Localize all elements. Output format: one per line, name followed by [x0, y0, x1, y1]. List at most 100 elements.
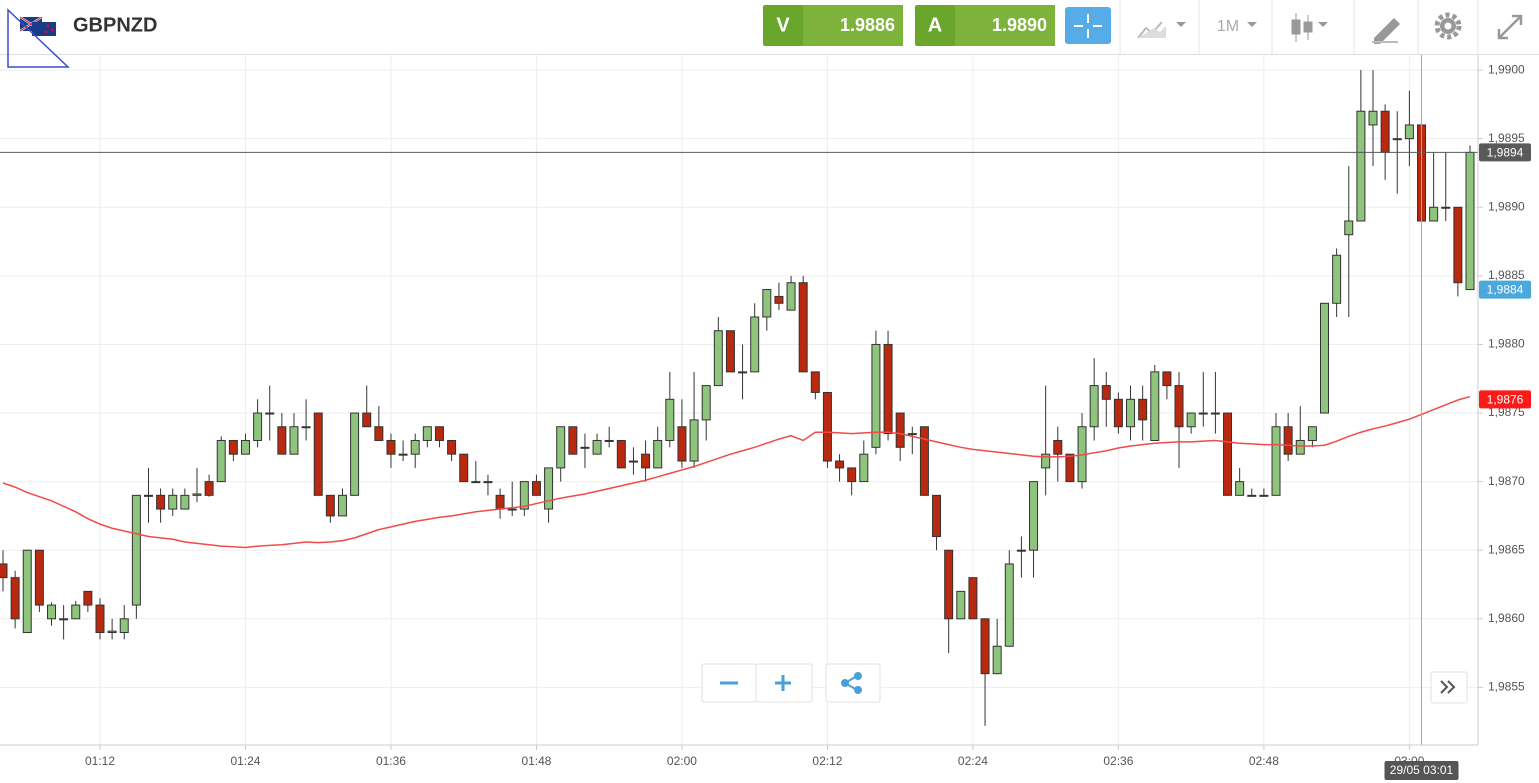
candle-body — [313, 412, 323, 496]
candle-body — [277, 426, 287, 455]
candle-body — [1453, 206, 1463, 284]
candle-body — [919, 426, 929, 496]
y-tick-label: 1,9885 — [1488, 268, 1525, 282]
candle-body — [1465, 151, 1475, 291]
candle-body — [325, 494, 335, 517]
candle-style-button[interactable] — [1291, 13, 1328, 42]
settings-button[interactable] — [1434, 12, 1462, 40]
candle-body — [932, 494, 942, 537]
chart-type-button[interactable] — [1137, 21, 1186, 39]
candle-body — [628, 460, 638, 463]
crosshair-button[interactable] — [1065, 7, 1111, 44]
candle-body — [180, 494, 190, 510]
candle-body — [944, 549, 954, 620]
candle-body — [713, 330, 723, 387]
candle-body — [410, 439, 420, 455]
candle-body — [1029, 481, 1039, 551]
draw-tool-button[interactable] — [1372, 18, 1400, 44]
candle-body — [362, 412, 372, 428]
candle-body — [22, 549, 32, 634]
sell-button[interactable]: V 1.9886 — [763, 5, 903, 46]
candle-body — [786, 282, 796, 311]
zoom-in-button[interactable] — [755, 663, 813, 703]
candle-body — [301, 426, 311, 429]
candle-body — [192, 493, 202, 496]
candle-body — [968, 577, 978, 620]
candle-body — [1368, 110, 1378, 126]
price-marker-box — [1479, 390, 1531, 409]
candle-body — [883, 343, 893, 435]
candle-body — [398, 453, 408, 456]
candle-body — [168, 494, 178, 510]
candle-body — [10, 577, 20, 620]
candle-body — [616, 439, 626, 469]
candle-body — [1065, 453, 1075, 483]
candle-body — [980, 618, 990, 675]
scroll-end-button[interactable] — [1430, 671, 1468, 704]
candle-body — [1307, 426, 1317, 441]
x-tick-label: 01:24 — [230, 754, 260, 768]
candle-body — [762, 289, 772, 318]
axes: 1,9855 1,9860 1,9865 1,9870 1,9875 1,9880 1,98… — [85, 62, 1531, 780]
candle-body — [46, 604, 56, 620]
zoom-out-button[interactable] — [701, 663, 757, 703]
candle-body — [289, 426, 299, 455]
candle-body — [519, 481, 529, 510]
candle-body — [1223, 412, 1233, 496]
x-tick-label: 02:36 — [1103, 754, 1133, 768]
candle-body — [1210, 412, 1220, 415]
candle-body — [34, 549, 44, 606]
candle-body — [992, 645, 1002, 675]
candle-body — [1344, 220, 1354, 236]
candle-body — [1356, 110, 1366, 222]
x-tick-label: 01:12 — [85, 754, 115, 768]
drawing-triangle[interactable] — [7, 8, 70, 68]
candle-body — [1380, 110, 1390, 153]
timeframe: 1M — [1217, 18, 1239, 35]
price-marker-label: 1,9884 — [1487, 283, 1524, 297]
candle-body — [907, 433, 917, 436]
candle-body — [447, 439, 457, 455]
sell-price: 1.9886 — [840, 15, 895, 35]
y-tick-label: 1,9895 — [1488, 131, 1525, 145]
fullscreen-button[interactable] — [1497, 14, 1523, 40]
candle-body — [895, 412, 905, 448]
candle-body — [459, 453, 469, 483]
candle-body — [228, 439, 238, 455]
x-tick-label: 02:48 — [1249, 754, 1279, 768]
candle-body — [798, 282, 808, 373]
candle-body — [386, 439, 396, 455]
candle-body — [859, 453, 869, 483]
candle-body — [1332, 254, 1342, 304]
candle-body — [544, 467, 554, 510]
candle-body — [337, 494, 347, 517]
candle-body — [471, 481, 481, 484]
candle-body — [556, 426, 566, 469]
candle-body — [1150, 371, 1160, 441]
y-tick-label: 1,9875 — [1488, 405, 1525, 419]
candle-body — [1174, 385, 1184, 428]
candle-body — [1392, 138, 1402, 141]
y-tick-label: 1,9860 — [1488, 611, 1525, 625]
candle-body — [95, 604, 105, 634]
price-marker-box — [1479, 280, 1531, 299]
timeframe-button[interactable]: 1M — [1217, 18, 1257, 35]
candle-body — [1113, 398, 1123, 428]
candle-body — [83, 590, 93, 606]
y-tick-label: 1,9900 — [1488, 62, 1525, 76]
candle-body — [677, 426, 687, 462]
y-tick-label: 1,9890 — [1488, 199, 1525, 213]
candle-body — [495, 494, 505, 510]
x-tick-label: 01:48 — [521, 754, 551, 768]
candle-body — [1041, 453, 1051, 469]
y-tick-label: 1,9880 — [1488, 337, 1525, 351]
grid — [0, 55, 1478, 745]
buy-button[interactable]: A 1.9890 — [915, 5, 1055, 46]
candle-body — [216, 439, 226, 483]
candle-body — [1089, 385, 1099, 428]
candle-body — [604, 439, 614, 442]
candle-body — [507, 508, 517, 511]
candle-body — [1441, 206, 1451, 209]
candle-body — [422, 426, 432, 441]
share-button[interactable] — [825, 663, 881, 703]
